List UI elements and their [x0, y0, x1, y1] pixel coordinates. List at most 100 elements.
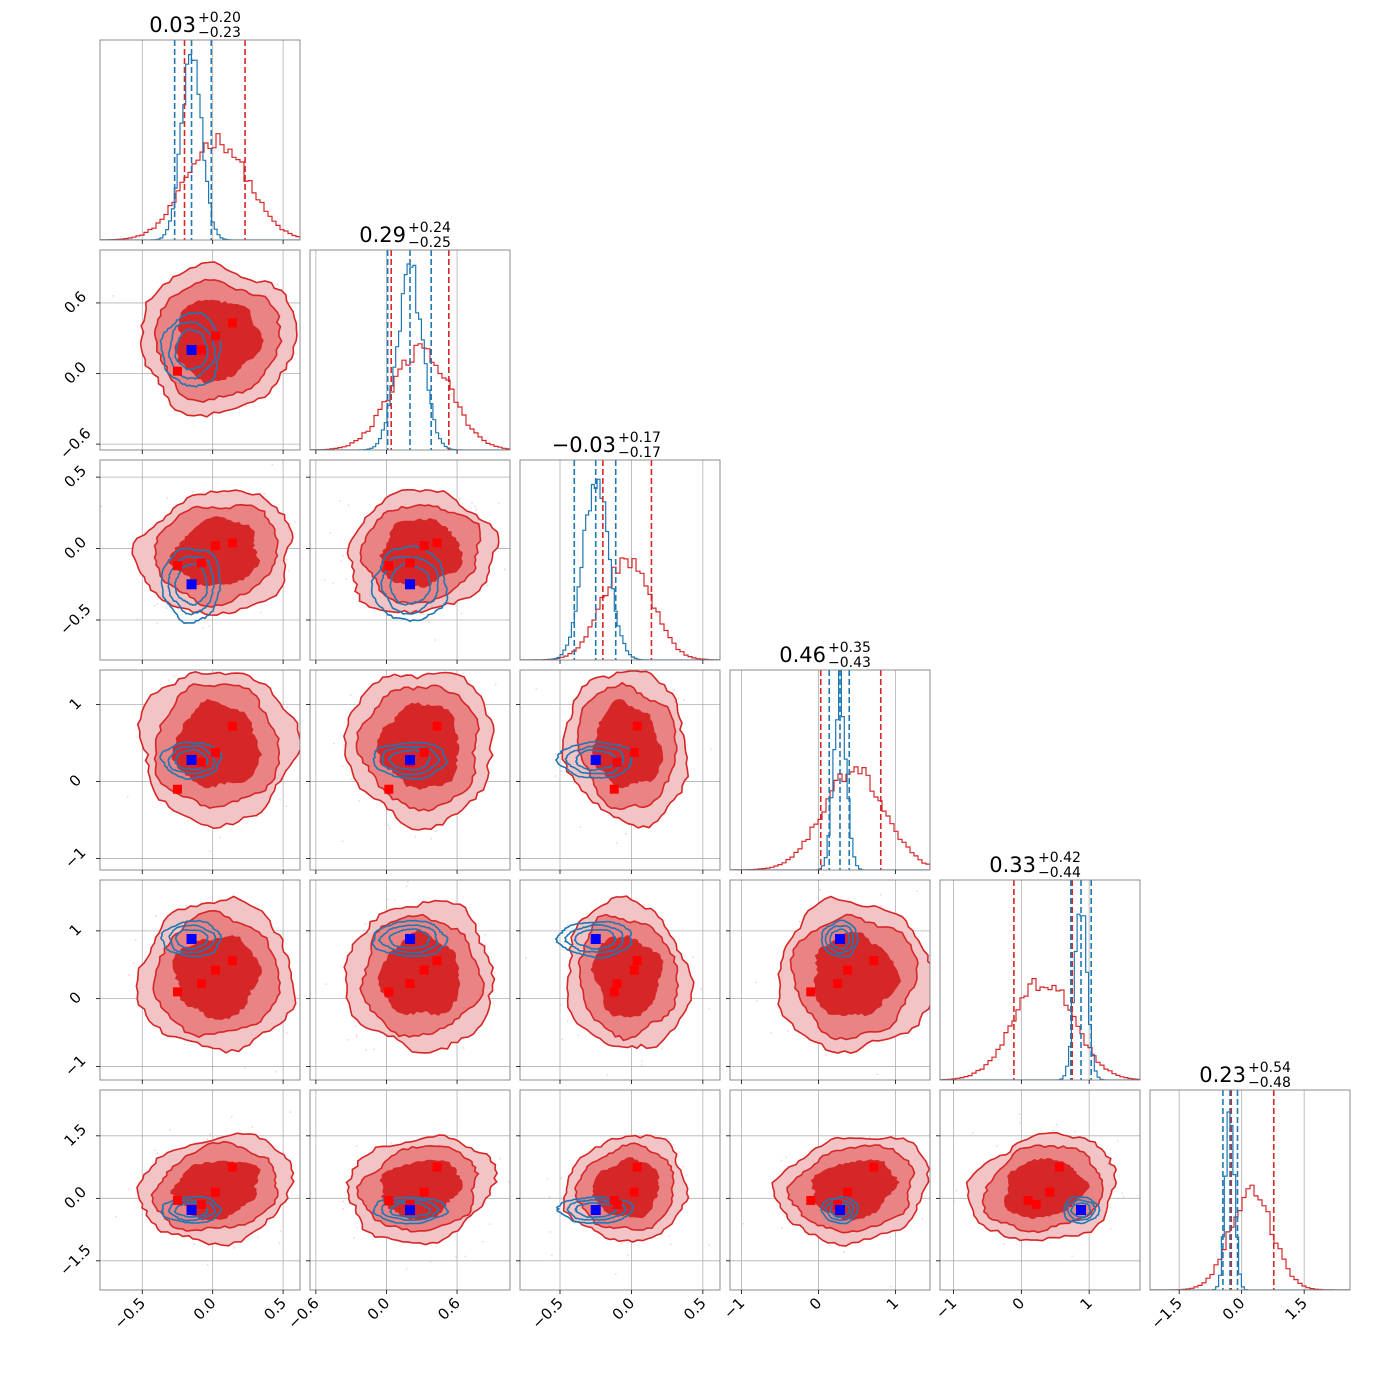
posterior-sample-dot [780, 1159, 783, 1162]
posterior-sample-dot [245, 822, 248, 825]
posterior-sample-dot [278, 1242, 281, 1244]
panel-content [940, 1090, 1144, 1290]
y-tick-label: 0.0 [60, 533, 90, 563]
posterior-sample-dot [355, 1036, 358, 1038]
posterior-sample-dot [134, 939, 137, 941]
red-marker [210, 1187, 220, 1197]
posterior-sample-dot [636, 653, 638, 655]
posterior-sample-dot [355, 1034, 358, 1036]
posterior-sample-dot [953, 1200, 956, 1203]
y-tick-label: 0.0 [60, 358, 90, 388]
y-tick-label: −1.5 [56, 1241, 94, 1279]
panel-content [310, 880, 510, 1080]
blue-contour-1 [824, 924, 855, 954]
param-title-plus: +0.35 [828, 640, 871, 656]
histogram-panel-4: 0.33 +0.42−0.44 [939, 850, 1141, 1084]
posterior-sample-dot [288, 522, 291, 525]
panel-frame [729, 1089, 931, 1291]
blue-contour-1 [168, 924, 217, 954]
red-marker [629, 1187, 639, 1197]
blue-contour-2 [174, 328, 209, 371]
scatter-panel-4-3 [726, 879, 937, 1084]
red-marker [172, 784, 182, 794]
blue-marker [1076, 1205, 1087, 1215]
posterior-sample-dot [128, 974, 131, 977]
x-tick-label: −1.5 [1148, 1294, 1186, 1332]
blue-marker [405, 579, 415, 590]
red-marker [632, 1162, 642, 1172]
posterior-sample-dot [355, 1145, 358, 1148]
posterior-sample-dot [279, 1230, 282, 1232]
posterior-sample-dot [349, 694, 352, 697]
posterior-sample-dot [579, 826, 582, 828]
posterior-sample-dot [879, 893, 882, 896]
param-title-plus: +0.17 [618, 430, 661, 446]
posterior-sample-dot [294, 521, 297, 524]
posterior-sample-dot [493, 972, 496, 974]
scatter-panel-2-1 [306, 459, 533, 664]
red-marker [227, 318, 237, 328]
posterior-sample-dot [1142, 1224, 1144, 1226]
posterior-sample-dot [387, 824, 390, 827]
blue-contour-0 [820, 1195, 859, 1225]
posterior-sample-dot [566, 924, 569, 927]
histogram-panel-5: −1.5 0.0 1.5 0.23 +0.54−0.48 [1148, 1060, 1351, 1333]
posterior-sample-dot [670, 1243, 672, 1246]
red-marker [210, 331, 220, 341]
posterior-sample-dot [285, 1032, 288, 1034]
blue-marker [186, 579, 197, 590]
panel-content [100, 670, 300, 870]
posterior-sample-dot [640, 1060, 643, 1062]
blue-contour-1 [377, 924, 439, 954]
posterior-sample-dot [616, 842, 618, 844]
posterior-sample-dot [455, 1255, 457, 1258]
posterior-sample-dot [754, 981, 757, 984]
red-marker [405, 979, 415, 989]
scatter-panel-5-2: −0.5 0.0 0.5 [516, 1089, 721, 1333]
blue-contour-1 [380, 1199, 441, 1222]
posterior-sample-dot [155, 915, 157, 918]
posterior-sample-dot [208, 625, 211, 628]
y-tick-label: −1 [61, 844, 89, 872]
posterior-sample-dot [935, 940, 937, 942]
y-tick-label: 1 [66, 694, 85, 713]
posterior-sample-dot [301, 1208, 303, 1210]
scatter-panel-4-2 [516, 879, 721, 1084]
posterior-sample-dot [780, 1227, 783, 1229]
posterior-sample-dot [354, 1025, 357, 1028]
blue-marker [590, 933, 601, 944]
posterior-sample-dot [305, 1159, 307, 1161]
param-title-minus: −0.43 [828, 655, 871, 671]
red-marker [384, 1195, 394, 1205]
posterior-sample-dot [276, 283, 279, 286]
red-marker [609, 987, 619, 997]
red-marker [432, 956, 442, 966]
posterior-sample-dot [221, 613, 224, 615]
posterior-sample-dot [1074, 1130, 1076, 1133]
posterior-sample-dot [531, 558, 533, 560]
red-marker [629, 965, 639, 975]
posterior-sample-dot [606, 1073, 609, 1076]
panel-content [100, 1090, 307, 1290]
posterior-sample-dot [341, 840, 344, 843]
posterior-sample-dot [643, 904, 646, 907]
red-marker [227, 721, 237, 731]
red-marker [384, 987, 394, 997]
panel-frame [519, 459, 721, 661]
red-marker [806, 1195, 816, 1205]
y-tick-label: −0.6 [56, 424, 94, 462]
blue-marker [186, 345, 197, 355]
panel-frame [99, 39, 301, 241]
posterior-sample-dot [339, 499, 342, 502]
posterior-sample-dot [209, 850, 211, 853]
blue-contour-0 [160, 919, 223, 958]
posterior-sample-dot [677, 697, 680, 700]
posterior-sample-dot [517, 1218, 519, 1220]
panel-frame [939, 879, 1141, 1081]
blue-marker [405, 1205, 415, 1215]
posterior-sample-dot [333, 742, 335, 745]
red-marker [806, 987, 816, 997]
red-posterior-histogram [1150, 1184, 1350, 1290]
posterior-sample-dot [233, 1247, 235, 1249]
scatter-panel-3-1 [306, 669, 511, 874]
